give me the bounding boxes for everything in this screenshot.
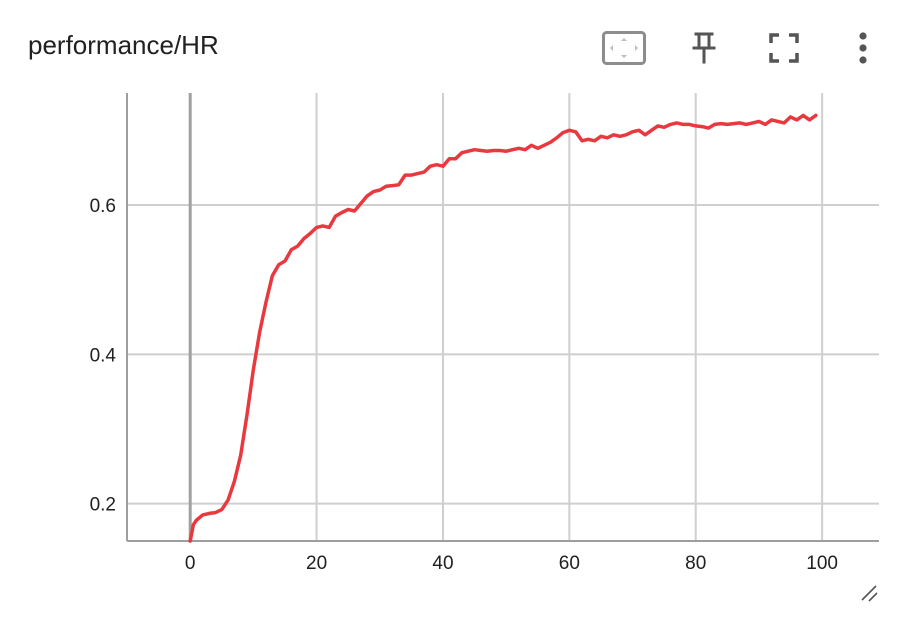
more-vert-icon	[859, 32, 867, 64]
pin-button[interactable]	[682, 26, 726, 70]
more-options-button[interactable]	[841, 26, 885, 70]
series-line	[188, 113, 818, 543]
x-tick-label: 0	[185, 553, 196, 574]
pin-icon	[692, 32, 716, 64]
x-tick-label: 60	[559, 553, 580, 574]
resize-grip-icon	[861, 585, 878, 602]
fit-domain-icon	[602, 31, 646, 65]
x-tick-label: 40	[432, 553, 453, 574]
x-tick-label: 100	[806, 553, 838, 574]
chart-title: performance/HR	[28, 30, 219, 60]
fit-domain-button[interactable]	[602, 26, 646, 70]
fullscreen-button[interactable]	[762, 26, 806, 70]
chart-toolbar	[0, 26, 910, 70]
x-tick-label: 80	[685, 553, 706, 574]
fullscreen-icon	[769, 33, 799, 63]
x-tick-label: 20	[306, 553, 327, 574]
y-tick-label: 0.2	[90, 495, 116, 516]
y-tick-label: 0.6	[90, 196, 116, 217]
y-tick-label: 0.4	[90, 345, 117, 366]
resize-handle[interactable]	[858, 582, 880, 604]
